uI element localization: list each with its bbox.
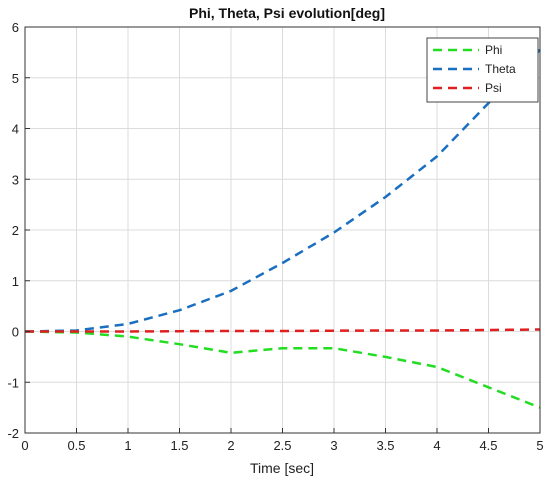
y-tick-label: 1 xyxy=(12,274,19,289)
y-tick-label: -1 xyxy=(7,375,19,390)
x-tick-label: 4.5 xyxy=(479,438,497,453)
x-ticks: 0 0.5 1 1.5 2 2.5 3 3.5 4 4.5 5 xyxy=(21,428,544,453)
y-tick-label: 2 xyxy=(12,223,19,238)
legend-label-phi: Phi xyxy=(485,43,502,57)
x-tick-label: 3 xyxy=(330,438,337,453)
y-tick-label: -2 xyxy=(7,426,19,441)
chart-title: Phi, Theta, Psi evolution[deg] xyxy=(189,5,385,21)
series-line-phi xyxy=(24,330,541,409)
x-tick-label: 0.5 xyxy=(67,438,85,453)
y-tick-label: 5 xyxy=(12,71,19,86)
x-tick-label: 1 xyxy=(124,438,131,453)
x-tick-label: 0 xyxy=(21,438,28,453)
y-tick-label: 4 xyxy=(12,122,19,137)
legend-box xyxy=(426,37,539,103)
legend-label-psi: Psi xyxy=(485,81,502,95)
x-tick-label: 5 xyxy=(536,438,543,453)
x-axis-label: Time [sec] xyxy=(250,460,314,476)
y-ticks: -2 -1 0 1 2 3 4 5 6 xyxy=(7,20,30,441)
series-line-theta xyxy=(24,48,541,333)
series-layer xyxy=(24,48,541,409)
x-tick-label: 2.5 xyxy=(273,438,291,453)
legend-label-theta: Theta xyxy=(485,62,516,76)
x-tick-label: 4 xyxy=(433,438,440,453)
series-line-psi xyxy=(25,328,541,333)
y-tick-label: 3 xyxy=(12,172,19,187)
x-tick-label: 2 xyxy=(227,438,234,453)
x-tick-label: 1.5 xyxy=(170,438,188,453)
y-tick-label: 6 xyxy=(12,20,19,35)
legend: Phi Theta Psi xyxy=(426,37,539,103)
y-tick-label: 0 xyxy=(12,325,19,340)
x-tick-label: 3.5 xyxy=(376,438,394,453)
